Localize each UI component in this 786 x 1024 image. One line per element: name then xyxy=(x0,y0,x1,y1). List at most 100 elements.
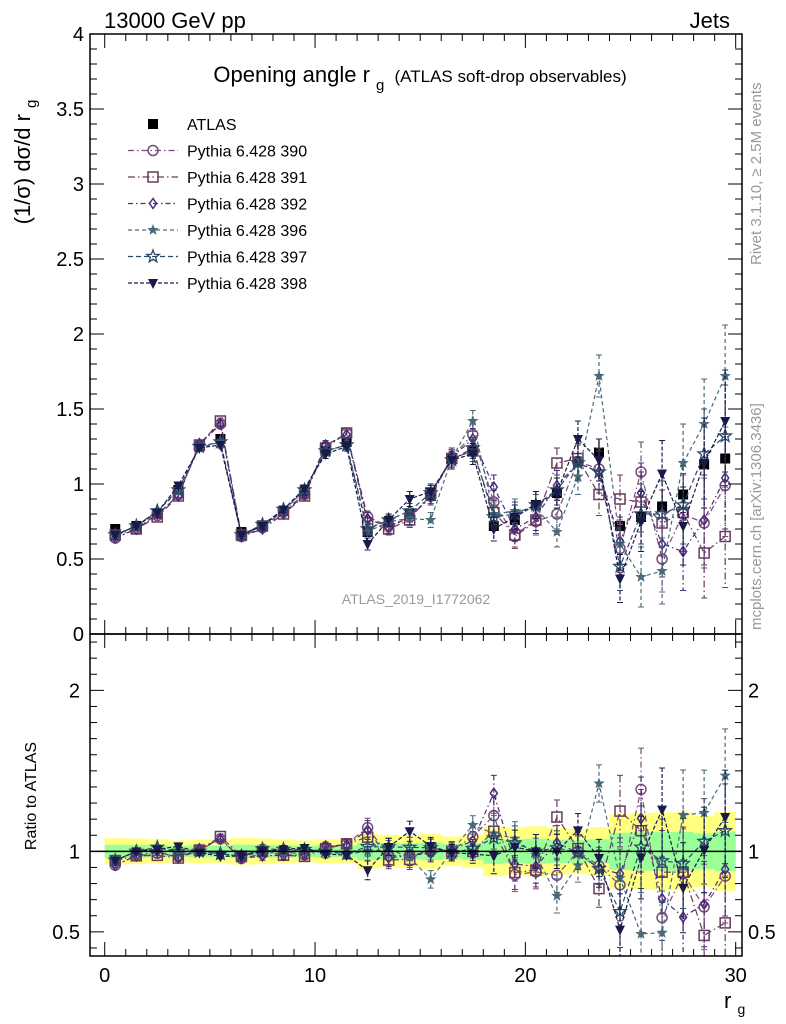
ratio-point xyxy=(719,917,731,929)
chart-title: Opening angle r g (ATLAS soft-drop obser… xyxy=(213,62,626,95)
y-tick-label: 3 xyxy=(73,174,84,196)
data-point xyxy=(425,514,437,525)
ratio-point xyxy=(341,851,352,862)
ratio-point xyxy=(359,838,376,854)
xlabel: r g xyxy=(724,988,745,1017)
legend-item: ATLAS xyxy=(148,117,237,134)
ratio-point xyxy=(363,823,373,837)
data-point xyxy=(656,565,668,576)
data-point xyxy=(110,531,121,541)
data-point xyxy=(236,531,247,541)
legend-label: Pythia 6.428 398 xyxy=(187,276,307,293)
analysis-watermark: ATLAS_2019_I1772062 xyxy=(342,591,491,607)
legend-marker xyxy=(148,197,158,210)
header-left: 13000 GeV pp xyxy=(104,8,246,33)
ratio-point xyxy=(654,852,671,868)
series-6 xyxy=(110,369,731,603)
data-point xyxy=(657,469,668,480)
legend-label: Pythia 6.428 397 xyxy=(187,250,307,267)
legend-label: Pythia 6.428 396 xyxy=(187,223,307,240)
data-point xyxy=(359,520,376,536)
chart-title-subscript: g xyxy=(376,77,384,94)
ratio-point xyxy=(656,926,668,938)
ratio-point xyxy=(110,856,121,867)
series-line xyxy=(114,375,726,578)
data-point xyxy=(654,505,671,521)
data-point xyxy=(362,540,373,550)
ratio-y-tick-label-left: 1 xyxy=(69,841,80,863)
rivet-label: Rivet 3.1.10, ≥ 2.5M events xyxy=(748,83,765,266)
ratio-point xyxy=(551,811,563,823)
ratio-point xyxy=(593,854,604,865)
y-tick-label: 2.5 xyxy=(56,249,84,271)
data-point xyxy=(719,530,731,543)
data-point xyxy=(488,525,499,535)
ratio-point xyxy=(699,897,709,911)
data-point xyxy=(467,450,478,460)
series-line xyxy=(114,422,726,553)
y-tick-label: 4 xyxy=(73,24,84,46)
ratio-series-line xyxy=(114,807,726,932)
data-point xyxy=(572,435,583,445)
data-point xyxy=(677,457,689,468)
data-point xyxy=(551,457,563,469)
ratio-point xyxy=(531,860,541,873)
ratio-point xyxy=(215,852,226,863)
series-line xyxy=(115,419,726,554)
data-point xyxy=(530,501,541,511)
ratio-series-line xyxy=(114,791,726,918)
data-point xyxy=(278,505,289,516)
data-point xyxy=(551,489,562,499)
y-tick-label: 0 xyxy=(73,624,84,646)
x-tick-label: 10 xyxy=(304,965,326,987)
legend-item: Pythia 6.428 398 xyxy=(128,276,307,293)
data-point xyxy=(173,481,184,492)
ratio-point xyxy=(299,843,310,854)
data-point xyxy=(215,441,226,451)
data-point xyxy=(194,444,205,454)
legend-item: Pythia 6.428 391 xyxy=(128,170,307,187)
y-tick-label: 1.5 xyxy=(56,399,84,421)
ratio-point xyxy=(677,809,689,820)
ratio-point xyxy=(173,842,184,853)
legend: ATLAS Pythia 6.428 390 Pythia 6.428 391 Pyt… xyxy=(128,117,307,293)
ratio-series-line xyxy=(114,775,726,935)
ratio-point xyxy=(636,853,647,864)
data-point xyxy=(510,522,520,536)
ratio-point xyxy=(278,845,289,856)
legend-marker xyxy=(147,171,159,183)
ratio-point xyxy=(698,806,710,818)
data-point xyxy=(341,442,352,453)
ratio-point xyxy=(635,927,647,939)
ratio-point xyxy=(425,842,436,853)
ratio-point xyxy=(383,842,394,853)
x-tick-label: 0 xyxy=(99,965,110,987)
legend-label: Pythia 6.428 391 xyxy=(187,170,307,187)
data-point xyxy=(320,450,331,460)
mcplots-label: mcplots.cern.ch [arXiv:1306.3436] xyxy=(748,403,765,630)
legend-item: Pythia 6.428 390 xyxy=(128,144,307,161)
ratio-y-tick-label-left: 2 xyxy=(69,680,80,702)
data-point xyxy=(593,456,604,466)
legend-marker xyxy=(145,248,161,264)
ratio-point xyxy=(320,849,331,860)
ratio-point xyxy=(551,847,562,858)
ratio-point xyxy=(657,892,667,906)
ratio-point xyxy=(719,769,731,781)
ratio-point xyxy=(236,852,247,863)
legend-label: Pythia 6.428 392 xyxy=(187,197,307,214)
data-point xyxy=(446,456,457,466)
ratio-point xyxy=(509,866,521,879)
ratio-point xyxy=(551,889,563,901)
xlabel-subscript: g xyxy=(737,1001,745,1017)
chart-title-tail: (ATLAS soft-drop observables) xyxy=(395,67,627,86)
data-point xyxy=(383,516,394,526)
main-ylabel: (1/σ) dσ/d r g xyxy=(10,100,40,225)
data-point xyxy=(467,415,479,426)
ratio-y-tick-label-left: 0.5 xyxy=(52,922,80,944)
legend-marker xyxy=(148,119,158,129)
header-right: Jets xyxy=(690,8,730,33)
legend-item: Pythia 6.428 396 xyxy=(128,223,307,240)
data-point xyxy=(426,491,436,504)
